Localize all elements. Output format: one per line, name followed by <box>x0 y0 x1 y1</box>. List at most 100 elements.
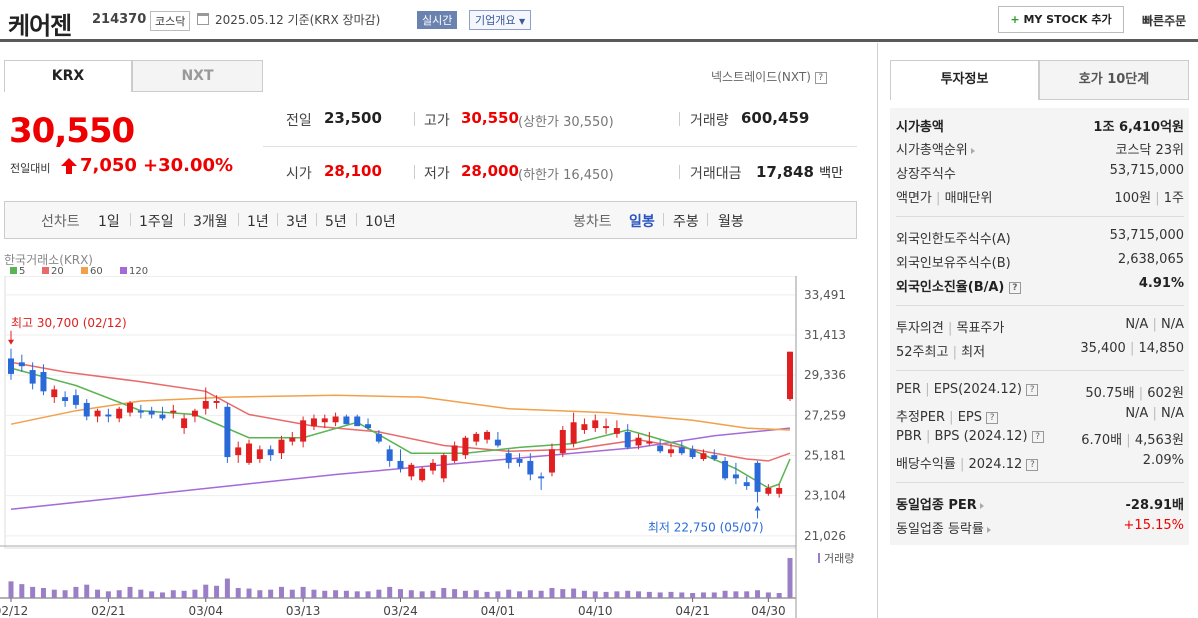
help-icon[interactable]: ? <box>1026 458 1039 471</box>
stock-code: 214370 <box>92 12 147 27</box>
section-divider <box>896 305 1184 306</box>
candle-body <box>170 410 177 413</box>
tb-sep <box>184 213 185 226</box>
low-label: 저가 <box>424 166 450 182</box>
basis-text: 기준(KRX 장마감) <box>287 13 381 27</box>
tab-orderbook[interactable]: 호가 10단계 <box>1039 60 1189 100</box>
volume-bar <box>73 586 79 598</box>
legend-text: 5 <box>19 266 26 277</box>
period-1w[interactable]: 1주일 <box>139 214 174 230</box>
volume-bar <box>690 593 696 598</box>
x-tick-label: 04/21 <box>675 604 710 618</box>
x-tick-label: 04/30 <box>751 604 786 618</box>
candle-body <box>62 397 69 401</box>
company-info-dropdown[interactable]: 기업개요 ▼ <box>469 10 532 30</box>
y-tick-label: 21,026 <box>804 529 846 543</box>
realtime-button[interactable]: 실시간 <box>417 11 458 29</box>
period-1y[interactable]: 1년 <box>247 214 269 230</box>
candle-body <box>505 453 512 463</box>
help-icon[interactable]: ? <box>814 71 827 84</box>
open-value: 28,100 <box>324 162 382 180</box>
value-text: 14,850 <box>1138 341 1185 356</box>
volume-bar <box>733 591 739 598</box>
volume-bar <box>376 589 382 598</box>
row-cap-rank[interactable]: 시가총액순위 코스닥 23위 <box>896 139 1184 159</box>
row-sector-per[interactable]: 동일업종 PER -28.91배 <box>896 494 1184 514</box>
y-tick-label: 31,413 <box>804 328 846 342</box>
label-text: EPS(2024.12) <box>933 382 1022 397</box>
candle-body <box>429 462 436 471</box>
help-icon[interactable]: ? <box>1031 430 1044 443</box>
quick-order-button[interactable]: 빠른주문 <box>1142 14 1187 28</box>
lower-limit: (하한가 16,450) <box>518 164 614 183</box>
legend-ma20: 20 <box>42 266 64 277</box>
line-chart-label[interactable]: 선차트 <box>41 214 80 230</box>
plus-icon: + <box>1010 13 1020 26</box>
value: 50.75배 | 602원 <box>1085 386 1184 401</box>
label-text: 동일업종 PER <box>896 498 977 513</box>
volume-bar <box>744 591 750 598</box>
x-tick-label: 04/10 <box>578 604 613 618</box>
low-value: 28,000 <box>461 162 519 180</box>
candle-body <box>289 437 296 442</box>
tb-sep <box>238 213 239 226</box>
candle-body <box>559 430 566 454</box>
help-icon[interactable]: ? <box>1008 281 1021 294</box>
price-chart[interactable]: 33,491 31,413 29,336 27,259 25,181 23,104 21,0… <box>0 276 877 618</box>
candle-body <box>40 372 47 392</box>
candle-body <box>365 424 372 429</box>
value: N/A | N/A <box>1125 406 1184 421</box>
amount-unit: 백만 <box>819 166 844 181</box>
volume-bar <box>224 578 230 598</box>
open-label: 시가 <box>286 166 312 182</box>
label-text: PBR <box>896 429 922 444</box>
volume-bar <box>571 588 577 598</box>
tab-nxt[interactable]: NXT <box>132 60 263 92</box>
period-3m[interactable]: 3개월 <box>193 214 228 230</box>
volume-bar <box>322 590 328 598</box>
candle-body <box>181 418 188 429</box>
volume-bar <box>40 588 46 598</box>
row-par-unit: 액면가 | 매매단위 100원 | 1주 <box>896 187 1184 207</box>
candle-body <box>105 414 112 417</box>
period-1d[interactable]: 1일 <box>98 214 120 230</box>
volume-bar <box>365 591 371 598</box>
value: 2.09% <box>1142 453 1184 468</box>
help-icon[interactable]: ? <box>986 411 999 424</box>
value-text: 4,563원 <box>1134 433 1184 448</box>
candle-body <box>494 439 501 446</box>
value-text: 100원 <box>1114 191 1152 206</box>
low-annotation: 최저 22,750 (05/07) <box>648 521 764 535</box>
volume-bar <box>343 590 349 598</box>
candle-weekly[interactable]: 주봉 <box>673 214 699 230</box>
volume-bar <box>246 588 252 598</box>
help-icon[interactable]: ? <box>1026 383 1039 396</box>
volume-bar <box>722 590 728 598</box>
tab-krx[interactable]: KRX <box>4 60 132 92</box>
caret-right-icon <box>979 502 984 509</box>
tab-invest-info[interactable]: 투자정보 <box>890 60 1039 100</box>
y-tick-label: 27,259 <box>804 408 846 422</box>
candle-body <box>646 441 653 444</box>
candle-body <box>202 401 209 409</box>
company-info-label: 기업개요 <box>475 14 516 27</box>
candle-chart-label[interactable]: 봉차트 <box>573 214 612 230</box>
period-3y[interactable]: 3년 <box>286 214 308 230</box>
nextrade-link[interactable]: 넥스트레이드(NXT) ? <box>711 68 827 85</box>
volume-bar <box>235 588 241 598</box>
upper-limit: (상한가 30,550) <box>518 111 614 130</box>
period-10y[interactable]: 10년 <box>365 214 396 230</box>
legend-swatch <box>10 267 17 274</box>
candle-body <box>354 416 361 427</box>
row-sector-change[interactable]: 동일업종 등락률 +15.15% <box>896 518 1184 538</box>
candle-body <box>678 447 685 454</box>
candle-monthly[interactable]: 월봉 <box>718 214 744 230</box>
volume-bar <box>776 593 782 598</box>
x-tick-label: 02/21 <box>91 604 126 618</box>
value: 6.70배 | 4,563원 <box>1081 433 1184 448</box>
mystock-add-button[interactable]: + MY STOCK 추가 <box>998 6 1124 33</box>
candle-body <box>732 474 739 479</box>
legend-swatch <box>42 267 49 274</box>
candle-daily[interactable]: 일봉 <box>629 214 655 230</box>
period-5y[interactable]: 5년 <box>325 214 347 230</box>
